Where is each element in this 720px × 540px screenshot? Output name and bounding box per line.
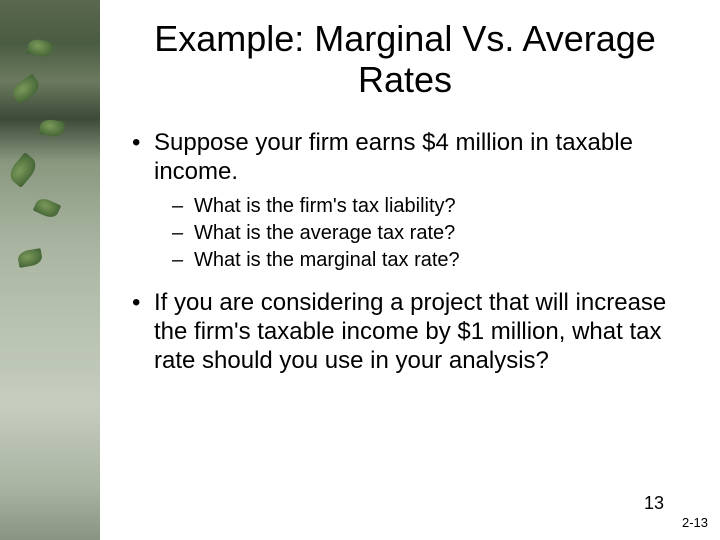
sub-bullet-item: What is the marginal tax rate? [172,248,690,273]
bullet-text: Suppose your firm earns $4 million in ta… [154,129,633,185]
leaf-decoration [17,248,43,268]
page-number-chapter: 2-13 [682,515,708,530]
leaf-decoration [9,74,42,105]
leaf-decoration [39,118,65,138]
bullet-list: Suppose your firm earns $4 million in ta… [120,129,690,376]
bullet-item: If you are considering a project that wi… [132,289,690,375]
page-number: 13 [644,493,664,514]
sub-bullet-item: What is the average tax rate? [172,221,690,246]
leaf-decoration [33,196,62,221]
sub-bullet-item: What is the firm's tax liability? [172,194,690,219]
slide-title: Example: Marginal Vs. Average Rates [120,18,690,101]
sub-bullet-list: What is the firm's tax liability? What i… [154,194,690,273]
leaf-decoration [6,152,41,188]
leaf-decoration [26,37,53,59]
slide-content: Example: Marginal Vs. Average Rates Supp… [100,0,720,540]
decorative-sidebar-image [0,0,100,540]
bullet-text: If you are considering a project that wi… [154,289,666,374]
bullet-item: Suppose your firm earns $4 million in ta… [132,129,690,274]
